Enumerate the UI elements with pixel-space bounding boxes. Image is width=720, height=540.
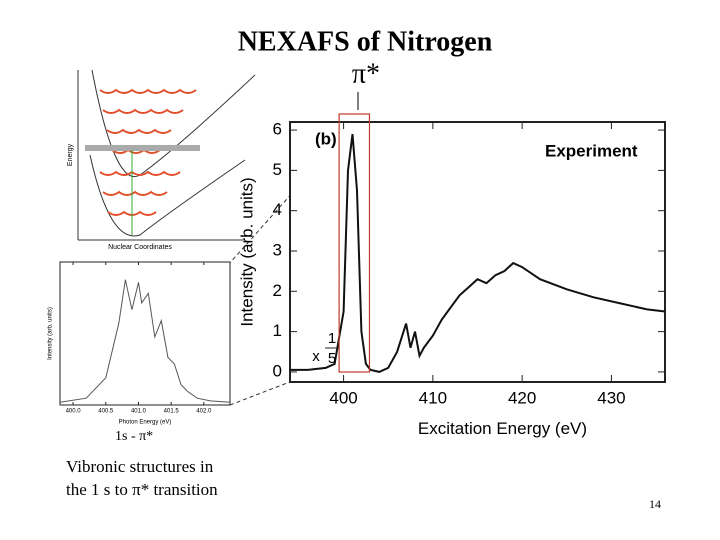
y-axis-label: Intensity (arb. units) — [48, 307, 54, 360]
panel-label: (b) — [315, 129, 337, 148]
y-tick-label: 3 — [273, 240, 282, 259]
slide-title: NEXAFS of Nitrogen — [238, 26, 493, 57]
scale-numerator: 1 — [328, 330, 336, 347]
y-tick-label: 6 — [273, 120, 282, 139]
x-tick-label: 400.5 — [98, 409, 114, 415]
plots: 400 410 420 430 0 1 2 3 4 5 6 Excitation Energy (eV… — [48, 113, 666, 438]
diagram-x-label: Nuclear Coordinates — [108, 244, 172, 251]
x-tick-label: 400 — [329, 388, 357, 407]
y-tick-label: 1 — [273, 321, 282, 340]
diagram-y-label: Energy — [67, 143, 74, 166]
pi-star-label: π* — [352, 58, 380, 89]
potential-curve — [89, 154, 246, 237]
connector — [227, 189, 296, 266]
spectrum-line — [290, 133, 666, 373]
x-tick-label: 420 — [508, 388, 536, 407]
connector — [229, 377, 301, 406]
transition-label: 1s - π* — [115, 429, 153, 444]
y-tick-label: 0 — [273, 361, 282, 380]
page-number: 14 — [649, 497, 661, 511]
x-tick-label: 401.0 — [131, 409, 147, 415]
caption-line: the 1 s to π* transition — [66, 480, 218, 499]
plot-frame — [59, 261, 231, 406]
x-tick-label: 430 — [597, 388, 625, 407]
x-tick-label: 410 — [419, 388, 447, 407]
x-axis-label: Excitation Energy (eV) — [418, 419, 587, 438]
plot-frame — [289, 121, 666, 383]
y-tick-label: 4 — [273, 200, 282, 219]
x-tick-label: 401.5 — [164, 409, 180, 415]
legend-text: Experiment — [545, 141, 638, 160]
y-tick-label: 5 — [273, 160, 282, 179]
spectrum-line — [59, 279, 231, 403]
highlight-box — [338, 113, 371, 373]
x-tick-label: 400.0 — [66, 409, 82, 415]
caption-line: Vibronic structures in — [66, 457, 214, 476]
x-tick-label: 402.0 — [196, 409, 212, 415]
y-axis-label: Intensity (arb. units) — [237, 177, 256, 326]
y-tick-label: 2 — [273, 281, 282, 300]
x-axis-label: Photon Energy (eV) — [119, 419, 172, 425]
energy-diagram — [77, 69, 256, 241]
scale-denominator: 5 — [328, 350, 336, 367]
scale-prefix: x — [312, 348, 320, 365]
